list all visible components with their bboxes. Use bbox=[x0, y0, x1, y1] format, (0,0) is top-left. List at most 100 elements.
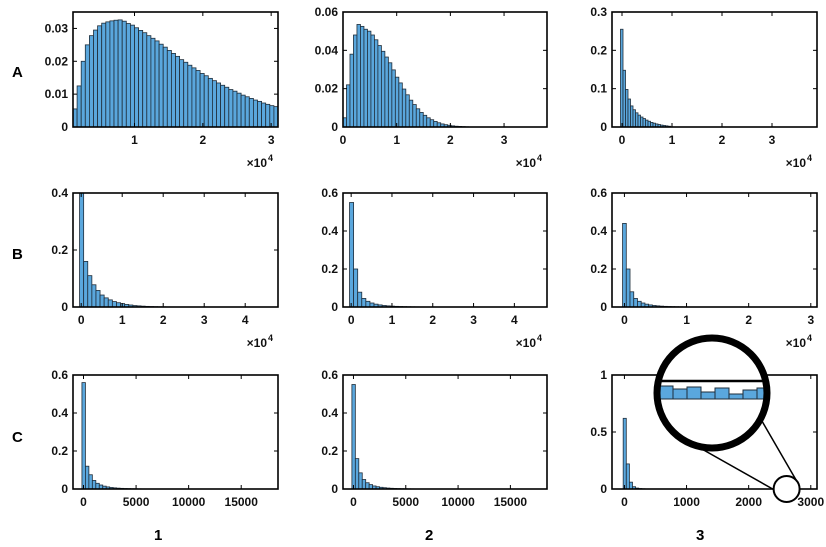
x-multiplier-exponent: 4 bbox=[537, 333, 542, 343]
histogram-bar bbox=[398, 82, 403, 127]
x-tick-label: 15000 bbox=[225, 495, 259, 509]
x-tick-label: 1 bbox=[119, 313, 126, 327]
x-tick-label: 0 bbox=[621, 313, 628, 327]
histogram-bar bbox=[134, 27, 139, 127]
x-tick-label: 0 bbox=[348, 313, 355, 327]
magnified-bar bbox=[728, 393, 744, 400]
y-tick-label: 0 bbox=[61, 120, 68, 134]
x-tick-label: 10000 bbox=[441, 495, 475, 509]
axes-box bbox=[342, 374, 548, 490]
x-tick-label: 10000 bbox=[172, 495, 206, 509]
histogram-bar bbox=[429, 119, 435, 127]
histogram-bar bbox=[97, 25, 103, 127]
x-multiplier-exponent: 4 bbox=[537, 153, 542, 163]
x-tick-label: 1 bbox=[669, 133, 676, 147]
histogram-bar bbox=[107, 299, 113, 307]
histogram-bar bbox=[351, 384, 356, 489]
x-tick-label: 2 bbox=[160, 313, 167, 327]
histogram-bar bbox=[91, 284, 97, 307]
histogram-bar bbox=[361, 479, 367, 489]
y-tick-label: 0.02 bbox=[315, 82, 339, 96]
histogram-bar bbox=[261, 102, 267, 127]
x-tick-label: 0 bbox=[350, 495, 357, 509]
panel-b1: 0 1 2 3 400.20.4×10 4 bbox=[51, 186, 279, 350]
x-tick-label: 0 bbox=[340, 133, 347, 147]
histogram-bar bbox=[377, 45, 382, 127]
histogram-bar bbox=[252, 99, 258, 127]
y-tick-label: 0 bbox=[600, 120, 607, 134]
histogram-bar bbox=[216, 82, 221, 127]
axes-box bbox=[611, 11, 818, 128]
y-tick-label: 0.1 bbox=[590, 82, 607, 96]
histogram-bar bbox=[187, 64, 193, 127]
histogram-bar bbox=[346, 84, 351, 127]
histogram-bar bbox=[88, 474, 93, 489]
col-label-1: 1 bbox=[154, 527, 162, 544]
histogram-bar bbox=[357, 291, 363, 307]
histogram-bar bbox=[387, 62, 393, 127]
histogram-bar bbox=[81, 382, 86, 489]
histogram-bar bbox=[203, 75, 209, 127]
histogram-bar bbox=[207, 77, 213, 127]
x-tick-label: 2000 bbox=[735, 495, 762, 509]
x-tick-label: 4 bbox=[242, 313, 249, 327]
x-multiplier-exponent: 4 bbox=[268, 153, 273, 163]
x-tick-label: 3 bbox=[769, 133, 776, 147]
x-multiplier-exponent: 4 bbox=[807, 333, 812, 343]
histogram-bar bbox=[83, 260, 89, 307]
axes-box bbox=[72, 11, 279, 128]
y-tick-label: 0.6 bbox=[51, 368, 68, 382]
y-tick-label: 0.4 bbox=[51, 406, 68, 420]
x-multiplier: ×10 bbox=[516, 156, 537, 170]
axes-box bbox=[72, 374, 279, 490]
x-tick-label: 5000 bbox=[392, 495, 419, 509]
histogram-bar bbox=[175, 55, 180, 127]
x-tick-label: 2 bbox=[745, 313, 752, 327]
histogram-bar bbox=[384, 56, 389, 127]
histogram-bar bbox=[103, 297, 109, 307]
histogram-bar bbox=[80, 60, 86, 127]
histogram-bar bbox=[358, 472, 363, 489]
histogram-bar bbox=[113, 19, 119, 127]
histogram-bar bbox=[363, 28, 368, 127]
histogram-bar bbox=[629, 291, 635, 307]
histogram-bar bbox=[183, 61, 189, 127]
histogram-bar bbox=[426, 117, 431, 127]
histogram-bar bbox=[87, 275, 93, 307]
col-label-3: 3 bbox=[696, 527, 704, 544]
y-tick-label: 0.04 bbox=[315, 43, 339, 57]
x-tick-label: 2 bbox=[199, 133, 206, 147]
magnified-bar bbox=[658, 385, 674, 400]
x-tick-label: 3 bbox=[201, 313, 208, 327]
histogram-bar bbox=[257, 100, 262, 127]
x-tick-label: 1 bbox=[393, 133, 400, 147]
histogram-bar bbox=[353, 268, 359, 307]
histogram-bar bbox=[244, 96, 250, 127]
x-tick-label: 3 bbox=[470, 313, 477, 327]
histogram-bar bbox=[622, 222, 627, 307]
histogram-bar bbox=[269, 105, 275, 127]
histogram-bar bbox=[637, 300, 642, 307]
histogram-bar bbox=[142, 32, 148, 127]
y-tick-label: 0 bbox=[331, 120, 338, 134]
histogram-bar bbox=[93, 29, 98, 127]
histogram-bar bbox=[633, 298, 638, 307]
axes-box bbox=[342, 192, 548, 308]
x-tick-label: 5000 bbox=[123, 495, 150, 509]
y-tick-label: 1 bbox=[600, 368, 607, 382]
x-tick-label: 2 bbox=[447, 133, 454, 147]
histogram-bar bbox=[628, 481, 633, 489]
y-tick-label: 0 bbox=[331, 482, 338, 496]
x-multiplier-exponent: 4 bbox=[268, 333, 273, 343]
histogram-bar bbox=[415, 108, 421, 127]
labels-layer: A B C 1 2 3 bbox=[12, 64, 704, 544]
bars-c1 bbox=[81, 382, 187, 489]
histogram-bar bbox=[146, 35, 152, 127]
bars-a3 bbox=[620, 28, 671, 127]
panel-a2: 0 1 2 3 0 0.02 0.04 0.06 ×10 4 bbox=[315, 5, 548, 170]
histogram-bar bbox=[356, 24, 361, 127]
axes-box bbox=[611, 192, 818, 308]
x-multiplier: ×10 bbox=[247, 336, 268, 350]
panel-c1: 0 5000 10000 15000 0 0.2 0.4 0.6 bbox=[51, 368, 279, 509]
y-tick-label: 0.4 bbox=[590, 224, 607, 238]
